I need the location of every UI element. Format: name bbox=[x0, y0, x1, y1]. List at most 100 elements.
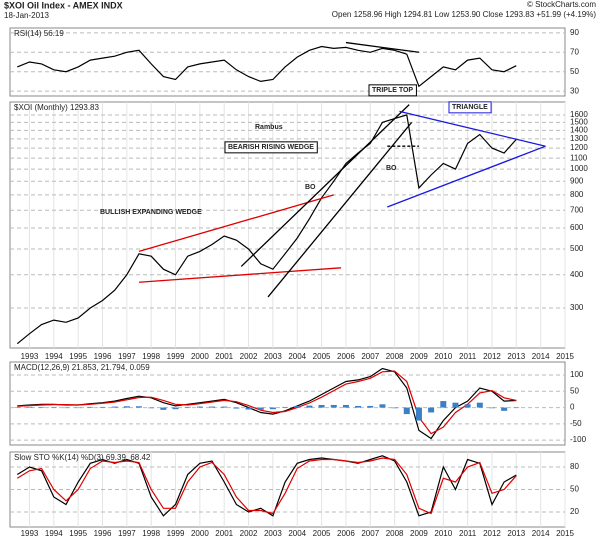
histogram-bar bbox=[99, 406, 106, 408]
x-tick-label: 1999 bbox=[167, 352, 185, 361]
panel-frame bbox=[9, 361, 566, 446]
trendline bbox=[240, 104, 410, 267]
panel-title: RSI(14) 56.19 bbox=[14, 29, 64, 38]
trendline bbox=[138, 267, 342, 283]
histogram-bar bbox=[330, 404, 337, 408]
y-tick-label: 80 bbox=[570, 462, 579, 471]
histogram-bar bbox=[245, 407, 252, 410]
histogram-bar bbox=[379, 404, 386, 408]
y-tick-label: 30 bbox=[570, 86, 579, 95]
histogram-bar bbox=[14, 407, 21, 408]
x-tick-label: 1993 bbox=[21, 352, 39, 361]
y-tick-label: -50 bbox=[570, 419, 582, 428]
y-tick-label: 300 bbox=[570, 303, 584, 312]
x-tick-label: 1997 bbox=[118, 529, 136, 538]
annotation-box bbox=[224, 141, 318, 154]
histogram-bar bbox=[38, 406, 45, 408]
histogram-bar bbox=[26, 406, 33, 408]
x-tick-label: 2000 bbox=[191, 529, 209, 538]
histogram-bar bbox=[403, 407, 410, 415]
x-tick-label: 2013 bbox=[507, 529, 525, 538]
histogram-bar bbox=[488, 407, 495, 409]
trendline bbox=[138, 194, 334, 253]
histogram-bar bbox=[269, 407, 276, 410]
x-tick-label: 2005 bbox=[313, 352, 331, 361]
histogram-bar bbox=[355, 405, 362, 408]
x-tick-label: 1998 bbox=[142, 529, 160, 538]
x-tick-label: 2010 bbox=[434, 352, 452, 361]
x-tick-label: 1994 bbox=[45, 529, 63, 538]
series-line bbox=[16, 455, 517, 517]
histogram-bar bbox=[367, 405, 374, 408]
x-tick-label: 2002 bbox=[240, 352, 258, 361]
date: 18-Jan-2013 bbox=[4, 11, 49, 20]
x-tick-label: 2006 bbox=[337, 529, 355, 538]
y-tick-label: 50 bbox=[570, 485, 579, 494]
annotation: TRIPLE TOP bbox=[372, 87, 413, 94]
y-tick-label: 1400 bbox=[570, 125, 588, 134]
x-tick-label: 1993 bbox=[21, 529, 39, 538]
histogram-bar bbox=[184, 406, 191, 408]
histogram-bar bbox=[196, 406, 203, 408]
histogram-bar bbox=[111, 406, 118, 408]
y-tick-label: 90 bbox=[570, 28, 579, 37]
y-tick-label: 400 bbox=[570, 270, 584, 279]
y-tick-label: 1300 bbox=[570, 134, 588, 143]
panel-title: MACD(12,26,9) 21.853, 21.794, 0.059 bbox=[14, 363, 150, 372]
x-tick-label: 2015 bbox=[556, 529, 574, 538]
x-tick-label: 2013 bbox=[507, 352, 525, 361]
histogram-bar bbox=[148, 407, 155, 409]
histogram-bar bbox=[62, 407, 69, 409]
trendline bbox=[399, 110, 546, 147]
histogram-bar bbox=[501, 407, 508, 411]
x-tick-label: 1995 bbox=[69, 352, 87, 361]
x-tick-label: 1996 bbox=[94, 529, 112, 538]
x-tick-label: 2008 bbox=[386, 352, 404, 361]
series-line bbox=[17, 45, 517, 88]
x-tick-label: 2004 bbox=[288, 529, 306, 538]
panel-frame bbox=[9, 27, 566, 97]
x-tick-label: 2011 bbox=[459, 529, 477, 538]
histogram-bar bbox=[172, 407, 179, 410]
y-tick-label: 1600 bbox=[570, 110, 588, 119]
histogram-bar bbox=[257, 407, 264, 410]
histogram-bar bbox=[282, 406, 289, 408]
x-tick-label: 2001 bbox=[215, 352, 233, 361]
x-tick-label: 1994 bbox=[45, 352, 63, 361]
x-tick-label: 2000 bbox=[191, 352, 209, 361]
histogram-bar bbox=[452, 402, 459, 408]
y-tick-label: 600 bbox=[570, 223, 584, 232]
histogram-bar bbox=[440, 401, 447, 408]
x-tick-label: 2005 bbox=[313, 529, 331, 538]
histogram-bar bbox=[428, 407, 435, 413]
x-tick-label: 2002 bbox=[240, 529, 258, 538]
x-tick-label: 2007 bbox=[361, 529, 379, 538]
histogram-bar bbox=[513, 407, 520, 409]
x-tick-label: 1998 bbox=[142, 352, 160, 361]
annotation: BO bbox=[386, 165, 397, 172]
histogram-bar bbox=[391, 407, 398, 409]
y-tick-label: 70 bbox=[570, 47, 579, 56]
panel-title: $XOI (Monthly) 1293.83 bbox=[14, 103, 99, 112]
histogram-bar bbox=[160, 407, 167, 410]
x-tick-label: 1997 bbox=[118, 352, 136, 361]
y-tick-label: 1500 bbox=[570, 117, 588, 126]
trendline bbox=[267, 121, 413, 298]
quote: Open 1258.96 High 1294.81 Low 1253.90 Cl… bbox=[332, 10, 597, 19]
series-line bbox=[16, 457, 517, 515]
y-tick-label: 0 bbox=[570, 403, 575, 412]
y-tick-label: 700 bbox=[570, 205, 584, 214]
histogram-bar bbox=[75, 407, 82, 409]
y-tick-label: 100 bbox=[570, 370, 584, 379]
histogram-bar bbox=[221, 406, 228, 408]
y-tick-label: 800 bbox=[570, 190, 584, 199]
histogram-bar bbox=[476, 402, 483, 408]
y-tick-label: 20 bbox=[570, 507, 579, 516]
x-tick-label: 2007 bbox=[361, 352, 379, 361]
histogram-bar bbox=[342, 404, 349, 408]
histogram-bar bbox=[233, 407, 240, 409]
histogram-bar bbox=[294, 405, 301, 408]
series-line bbox=[17, 370, 517, 435]
panel-title: Slow STO %K(14) %D(3) 69.39, 68.42 bbox=[14, 453, 151, 462]
x-tick-label: 2006 bbox=[337, 352, 355, 361]
